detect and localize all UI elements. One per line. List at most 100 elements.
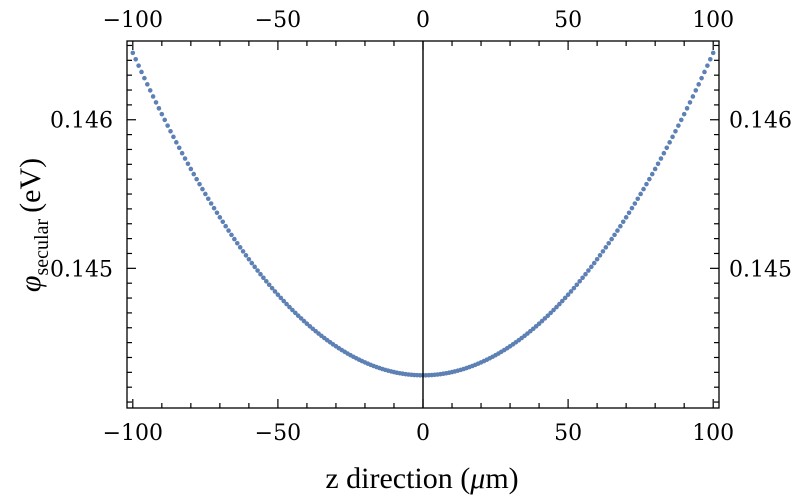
data-point bbox=[684, 106, 690, 111]
data-point bbox=[234, 240, 240, 246]
data-point bbox=[293, 310, 298, 316]
data-point bbox=[237, 245, 243, 250]
data-point bbox=[182, 156, 188, 161]
data-point bbox=[568, 289, 574, 294]
data-point bbox=[620, 219, 626, 225]
data-point bbox=[278, 295, 284, 301]
data-point bbox=[165, 123, 170, 128]
tick-labels: −100 −100 −50 −50 0 0 50 50 100 100 0.145 0.145 0.14… bbox=[50, 8, 792, 446]
x-tick-label-top: 100 bbox=[692, 8, 734, 33]
data-point bbox=[655, 161, 661, 167]
data-point bbox=[139, 69, 144, 75]
data-point bbox=[545, 313, 551, 318]
data-point bbox=[194, 176, 199, 182]
data-point bbox=[539, 318, 545, 324]
data-point bbox=[191, 171, 197, 177]
data-point bbox=[147, 88, 153, 93]
data-point bbox=[159, 111, 165, 117]
data-point bbox=[284, 301, 289, 307]
data-point bbox=[258, 271, 263, 277]
data-point bbox=[641, 186, 646, 192]
data-point bbox=[240, 249, 246, 254]
data-point bbox=[168, 128, 173, 134]
data-point bbox=[696, 82, 701, 87]
data-point bbox=[246, 256, 252, 262]
data-point bbox=[580, 275, 585, 281]
data-point bbox=[693, 88, 699, 93]
data-point bbox=[690, 94, 696, 99]
data-point bbox=[710, 50, 716, 56]
data-point bbox=[171, 134, 176, 140]
data-point bbox=[179, 150, 185, 156]
data-point bbox=[649, 171, 655, 177]
y-tick-label-left: 0.145 bbox=[50, 257, 113, 282]
data-point bbox=[281, 298, 287, 304]
data-point bbox=[658, 156, 664, 161]
x-tick-label-top: −50 bbox=[255, 8, 301, 33]
x-tick-label-bottom: −50 bbox=[255, 421, 301, 446]
data-point bbox=[156, 106, 162, 111]
data-point bbox=[229, 232, 234, 238]
data-point bbox=[673, 128, 678, 134]
data-point bbox=[565, 292, 571, 298]
data-point bbox=[707, 57, 713, 62]
data-point bbox=[197, 181, 202, 187]
data-point bbox=[554, 304, 559, 310]
data-point bbox=[272, 289, 278, 294]
data-point bbox=[661, 150, 667, 156]
y-tick-label-right: 0.145 bbox=[729, 257, 792, 282]
data-point bbox=[142, 75, 147, 81]
data-point bbox=[145, 82, 150, 87]
data-point bbox=[298, 316, 304, 321]
data-point bbox=[174, 140, 179, 145]
x-tick-label-bottom: 100 bbox=[692, 421, 734, 446]
data-point bbox=[591, 260, 597, 266]
data-point bbox=[188, 166, 194, 172]
data-point bbox=[557, 301, 562, 307]
data-point bbox=[629, 205, 635, 211]
data-point bbox=[618, 223, 623, 229]
data-point bbox=[153, 100, 159, 105]
data-point bbox=[664, 145, 670, 151]
data-point bbox=[130, 50, 136, 56]
data-point bbox=[205, 196, 211, 202]
data-point bbox=[571, 285, 577, 291]
data-point bbox=[574, 282, 580, 288]
data-point bbox=[562, 295, 568, 301]
data-point bbox=[133, 57, 139, 62]
data-point bbox=[612, 232, 617, 238]
data-point bbox=[678, 117, 684, 123]
data-point bbox=[606, 240, 612, 246]
data-point bbox=[287, 304, 292, 310]
data-point bbox=[583, 271, 588, 277]
data-point bbox=[275, 292, 281, 298]
data-point bbox=[597, 253, 603, 258]
data-point bbox=[638, 191, 643, 197]
x-axis-label: z direction (μm) bbox=[325, 462, 518, 495]
data-point bbox=[681, 111, 687, 117]
data-point bbox=[603, 245, 609, 250]
data-point bbox=[176, 145, 182, 151]
data-point bbox=[623, 215, 629, 220]
plot-frame bbox=[126, 40, 720, 409]
x-tick-label-top: 0 bbox=[416, 8, 430, 33]
data-point bbox=[594, 256, 600, 262]
x-tick-label-bottom: −100 bbox=[103, 421, 163, 446]
data-point bbox=[635, 196, 641, 202]
data-point bbox=[615, 228, 620, 233]
data-point bbox=[586, 268, 591, 273]
data-point bbox=[290, 307, 295, 313]
data-point bbox=[203, 191, 208, 197]
data-point bbox=[249, 260, 255, 266]
data-point bbox=[266, 282, 272, 288]
data-point bbox=[220, 219, 226, 225]
data-point bbox=[226, 228, 231, 233]
data-point bbox=[542, 316, 548, 321]
data-point bbox=[150, 94, 156, 99]
axis-ticks bbox=[127, 41, 719, 408]
data-point bbox=[699, 75, 704, 81]
x-tick-label-bottom: 0 bbox=[416, 421, 430, 446]
data-point bbox=[263, 278, 269, 284]
data-point bbox=[551, 307, 556, 313]
